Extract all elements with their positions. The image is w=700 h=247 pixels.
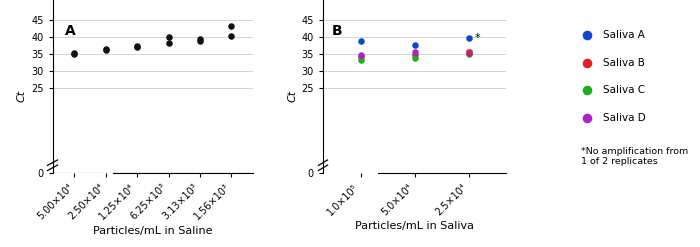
Point	[463, 51, 474, 55]
Point	[409, 50, 420, 54]
Point	[409, 54, 420, 58]
Point	[463, 52, 474, 56]
Point	[463, 37, 474, 41]
Y-axis label: Ct: Ct	[17, 90, 27, 103]
Point	[69, 51, 80, 55]
Point	[195, 39, 206, 43]
Text: *No amplification from
1 of 2 replicates: *No amplification from 1 of 2 replicates	[580, 147, 688, 166]
Point	[582, 88, 593, 92]
Point	[582, 61, 593, 65]
Point	[225, 35, 237, 39]
Text: Saliva C: Saliva C	[603, 85, 645, 95]
Point	[582, 116, 593, 120]
Text: A: A	[64, 24, 76, 38]
Point	[463, 50, 474, 54]
Point	[100, 48, 111, 52]
Point	[355, 55, 366, 59]
Text: Saliva B: Saliva B	[603, 58, 645, 68]
Point	[69, 53, 80, 57]
Point	[409, 56, 420, 60]
Text: B: B	[332, 24, 343, 38]
Point	[582, 33, 593, 37]
Point	[355, 58, 366, 62]
Point	[225, 24, 237, 28]
Point	[100, 47, 111, 51]
Y-axis label: Ct: Ct	[287, 90, 298, 103]
Point	[163, 41, 174, 45]
Text: *: *	[475, 34, 481, 43]
Point	[132, 45, 143, 49]
Point	[409, 43, 420, 47]
Point	[132, 44, 143, 48]
Point	[355, 53, 366, 57]
Text: Saliva D: Saliva D	[603, 113, 646, 123]
Point	[195, 38, 206, 41]
X-axis label: Particles/mL in Saliva: Particles/mL in Saliva	[355, 221, 474, 231]
X-axis label: Particles/mL in Saline: Particles/mL in Saline	[93, 226, 213, 236]
Point	[163, 35, 174, 39]
Text: Saliva A: Saliva A	[603, 30, 645, 40]
Point	[355, 39, 366, 43]
